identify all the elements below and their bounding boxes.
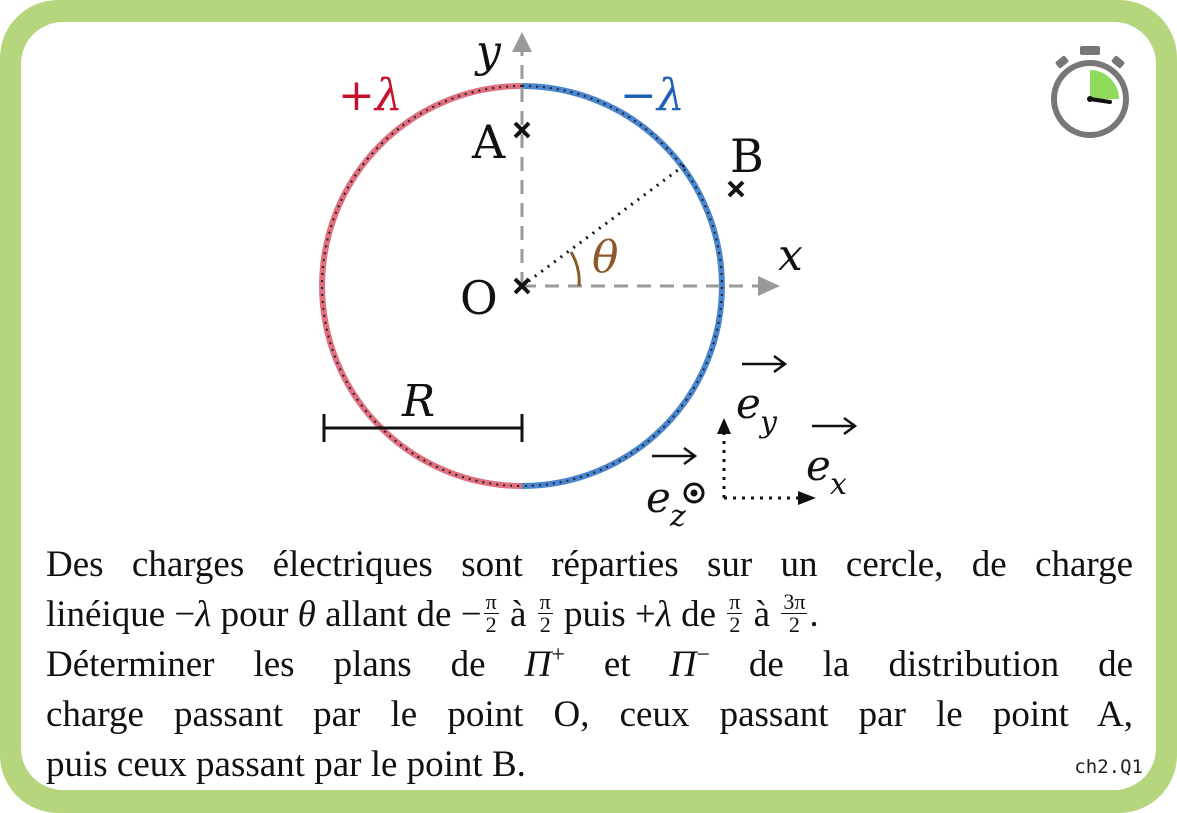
- pi-minus-symbol: Π: [669, 644, 697, 686]
- fraction-numerator: π: [483, 589, 499, 615]
- fraction-3pi-over-2: 3π 2: [781, 589, 808, 638]
- radius-measure-bar: [322, 414, 524, 442]
- basis-ez-out-of-plane-icon: [683, 482, 705, 504]
- point-A-label: A: [471, 115, 506, 169]
- fraction-denominator: 2: [729, 612, 741, 638]
- text-fragment: à: [500, 594, 536, 635]
- point-A-marker: [513, 121, 531, 139]
- basis-ez-label: e: [646, 473, 671, 522]
- point-O-label: O: [460, 271, 498, 325]
- text-fragment: linéique −: [46, 594, 196, 635]
- statement-line-3: Déterminer les plans de Π+ et Π− de la d…: [46, 640, 1133, 690]
- negative-charge-arc: [521, 83, 725, 489]
- statement-line-4: charge passant par le point O, ceux pass…: [46, 694, 1133, 736]
- lambda-symbol: λ: [195, 594, 212, 635]
- fraction-denominator: 2: [539, 612, 551, 638]
- point-O-marker: [513, 277, 531, 295]
- minus-lambda-label: −λ: [620, 70, 685, 121]
- pi-plus-symbol: Π: [524, 644, 552, 686]
- fraction-denominator: 2: [788, 612, 800, 638]
- text-fragment: de: [671, 594, 726, 635]
- basis-ex-arrowhead: [798, 491, 816, 505]
- vector-overarrow-ey: [742, 354, 788, 374]
- basis-ex-subscript: x: [830, 467, 847, 502]
- text-fragment: .: [809, 594, 819, 635]
- basis-ey-label: e: [736, 379, 761, 428]
- point-B-marker: [727, 180, 745, 198]
- y-axis-arrowhead: [512, 32, 532, 52]
- x-axis-arrowhead: [758, 276, 780, 296]
- y-axis-label: y: [474, 26, 502, 77]
- angle-arc: [569, 251, 581, 287]
- text-fragment: puis +: [554, 594, 656, 635]
- card-body: [21, 22, 1156, 790]
- lambda-symbol: λ: [655, 594, 672, 635]
- basis-ey-arrowhead: [717, 418, 731, 434]
- plus-lambda-label: +λ: [338, 70, 403, 121]
- x-axis-label: x: [778, 230, 803, 281]
- fraction-denominator: 2: [485, 612, 497, 638]
- fraction-numerator: 3π: [781, 589, 808, 615]
- text-fragment: et: [564, 644, 670, 686]
- statement-line-5: puis ceux passant par le point B.: [46, 744, 526, 786]
- problem-statement: Des charges électriques sont réparties s…: [46, 540, 1133, 790]
- positive-charge-arc: [319, 83, 523, 489]
- vector-overarrow-ex: [812, 416, 858, 436]
- text-fragment: de la distribution de: [709, 644, 1134, 686]
- superscript-minus: −: [696, 642, 710, 669]
- basis-ey-subscript: y: [758, 405, 778, 440]
- basis-ez-subscript: z: [669, 499, 686, 534]
- point-B-label: B: [730, 129, 764, 183]
- stopwatch-icon: [1051, 46, 1129, 138]
- theta-label: θ: [592, 232, 619, 283]
- fraction-numerator: π: [727, 589, 743, 615]
- reference-code: ch2.Q1: [1074, 756, 1143, 778]
- text-fragment: Déterminer les plans de: [46, 644, 525, 686]
- statement-line-1: Des charges électriques sont réparties s…: [46, 544, 1133, 585]
- basis-ex-label: e: [806, 441, 831, 490]
- text-fragment: pour: [211, 594, 298, 635]
- theta-symbol: θ: [297, 594, 316, 635]
- text-fragment: allant de −: [315, 594, 482, 635]
- radius-label: R: [401, 376, 435, 427]
- text-fragment: à: [744, 594, 780, 635]
- superscript-plus: +: [551, 642, 565, 669]
- fraction-numerator: π: [537, 589, 553, 615]
- vector-overarrow-ez: [652, 446, 698, 466]
